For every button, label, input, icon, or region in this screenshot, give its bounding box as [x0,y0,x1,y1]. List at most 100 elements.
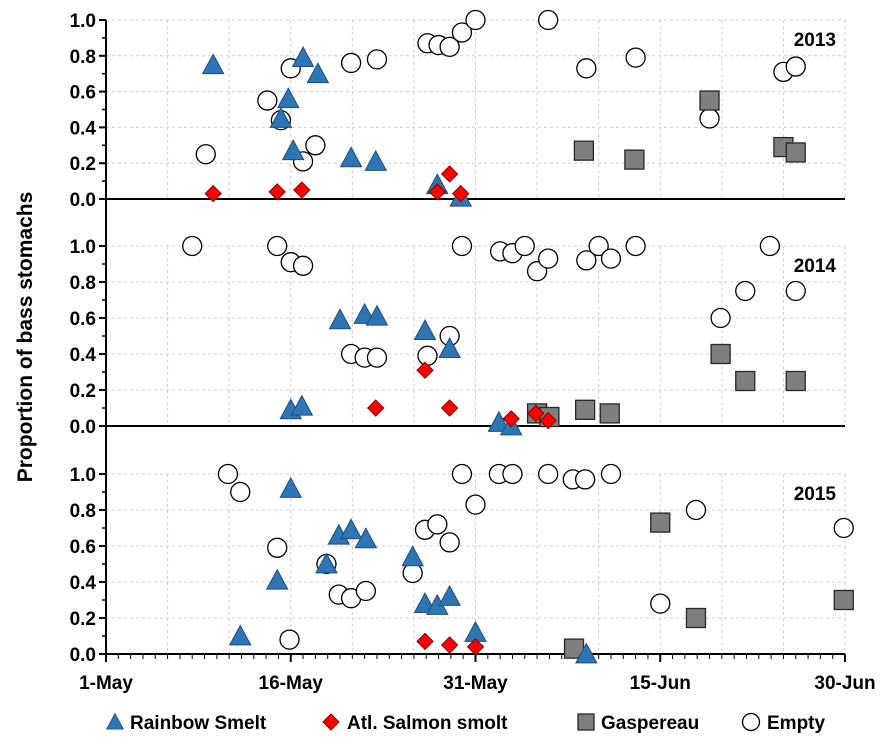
point-smelt-2013 [201,53,225,75]
point-empty-2014 [759,235,781,257]
y-tick-label: 1.0 [70,465,96,486]
legend-item-gaspereau: Gaspereau [577,713,699,734]
point-empty-2013 [340,52,362,74]
point-gaspereau-2013 [699,90,720,111]
point-salmon-2013 [293,181,311,199]
point-empty-2015 [427,514,448,535]
point-empty-2015 [217,463,239,485]
y-tick-label: 0.4 [70,345,97,366]
point-salmon-2014 [440,399,459,417]
point-empty-2014 [735,280,756,302]
point-smelt-2015 [265,568,289,590]
panel-year-label: 2013 [794,30,836,51]
grid-layer [106,19,846,654]
point-smelt-2013 [276,87,300,109]
point-empty-2014 [292,255,314,276]
point-salmon-2013 [440,165,459,183]
point-empty-2015 [267,537,288,558]
point-gaspereau-2013 [573,140,595,161]
point-empty-2015 [230,481,251,503]
point-gaspereau-2013 [624,149,645,170]
point-empty-2014 [267,235,288,257]
y-tick-label: 1.0 [70,237,96,258]
point-empty-2015 [574,469,596,490]
point-salmon-2014 [527,404,545,423]
point-empty-2013 [305,135,326,156]
legend: Rainbow Smelt Atl. Salmon smolt Gaspereau E… [105,712,826,734]
y-tick-label: 0.4 [70,573,97,594]
point-smelt-2015 [315,552,338,574]
point-empty-2015 [402,562,423,584]
point-empty-2015 [465,494,486,515]
point-smelt-2015 [339,518,363,540]
point-salmon-2013 [268,183,286,201]
point-gaspereau-2015 [650,512,671,533]
point-empty-2015 [650,593,671,614]
point-smelt-2013 [269,106,293,128]
y-tick-label: 0.0 [70,417,96,438]
point-gaspereau-2015 [685,607,707,629]
y-tick-label: 0.6 [70,537,96,558]
point-empty-2013 [699,108,720,129]
point-empty-2013 [625,47,646,68]
point-salmon-2013 [204,184,222,203]
point-empty-2014 [366,347,388,368]
point-smelt-2015 [354,527,378,549]
legend-label-empty: Empty [767,713,826,734]
legend-item-smelt: Rainbow Smelt [105,712,267,734]
point-salmon-2014 [502,410,520,428]
point-gaspereau-2013 [785,142,806,163]
point-empty-2013 [576,58,597,79]
point-smelt-2014 [365,304,389,326]
point-empty-2014 [710,307,731,329]
x-tick-label: 30-Jun [814,673,875,694]
y-tick-label: 0.2 [70,609,96,630]
point-empty-2014 [588,235,609,257]
point-smelt-2014 [290,394,314,416]
point-empty-2013 [785,56,806,77]
y-tick-label: 1.0 [70,11,96,32]
point-empty-2015 [439,532,460,553]
point-smelt-2013 [281,139,305,161]
point-empty-2014 [600,248,622,269]
y-tick-label: 0.6 [70,83,96,104]
point-smelt-2015 [279,476,303,498]
point-salmon-2013 [452,184,470,203]
point-salmon-2014 [416,361,434,379]
y-tick-label: 0.8 [70,273,96,294]
legend-label-gaspereau: Gaspereau [601,713,699,734]
point-gaspereau-2014 [785,370,806,392]
legend-label-smelt: Rainbow Smelt [130,713,267,734]
legend-marker-smelt [105,712,125,730]
point-empty-2014 [785,280,806,302]
point-smelt-2013 [291,46,315,68]
point-gaspereau-2014 [599,403,620,424]
point-empty-2014 [182,235,203,257]
point-empty-2013 [257,90,278,111]
point-empty-2013 [451,22,473,43]
point-salmon-2015 [440,636,459,654]
panel-year-label: 2014 [794,256,837,277]
point-smelt-2013 [364,149,388,171]
y-tick-label: 0.0 [70,645,96,666]
point-salmon-2013 [428,183,447,201]
legend-marker-empty [741,712,761,732]
point-smelt-2014 [487,410,511,432]
legend-marker-salmon [322,713,340,731]
point-empty-2015 [451,463,473,485]
y-tick-label: 0.2 [70,154,96,175]
point-empty-2015 [538,463,559,485]
point-empty-2014 [538,248,559,269]
x-tick-label: 31-May [443,673,508,694]
point-gaspereau-2015 [833,589,854,611]
point-smelt-2013 [306,62,330,84]
point-empty-2015 [502,463,523,485]
point-empty-2015 [685,499,707,521]
point-salmon-2015 [416,632,434,651]
point-empty-2013 [465,9,486,31]
x-tick-label: 16-May [259,673,324,694]
point-empty-2013 [538,9,559,31]
marks-layer [182,9,854,664]
